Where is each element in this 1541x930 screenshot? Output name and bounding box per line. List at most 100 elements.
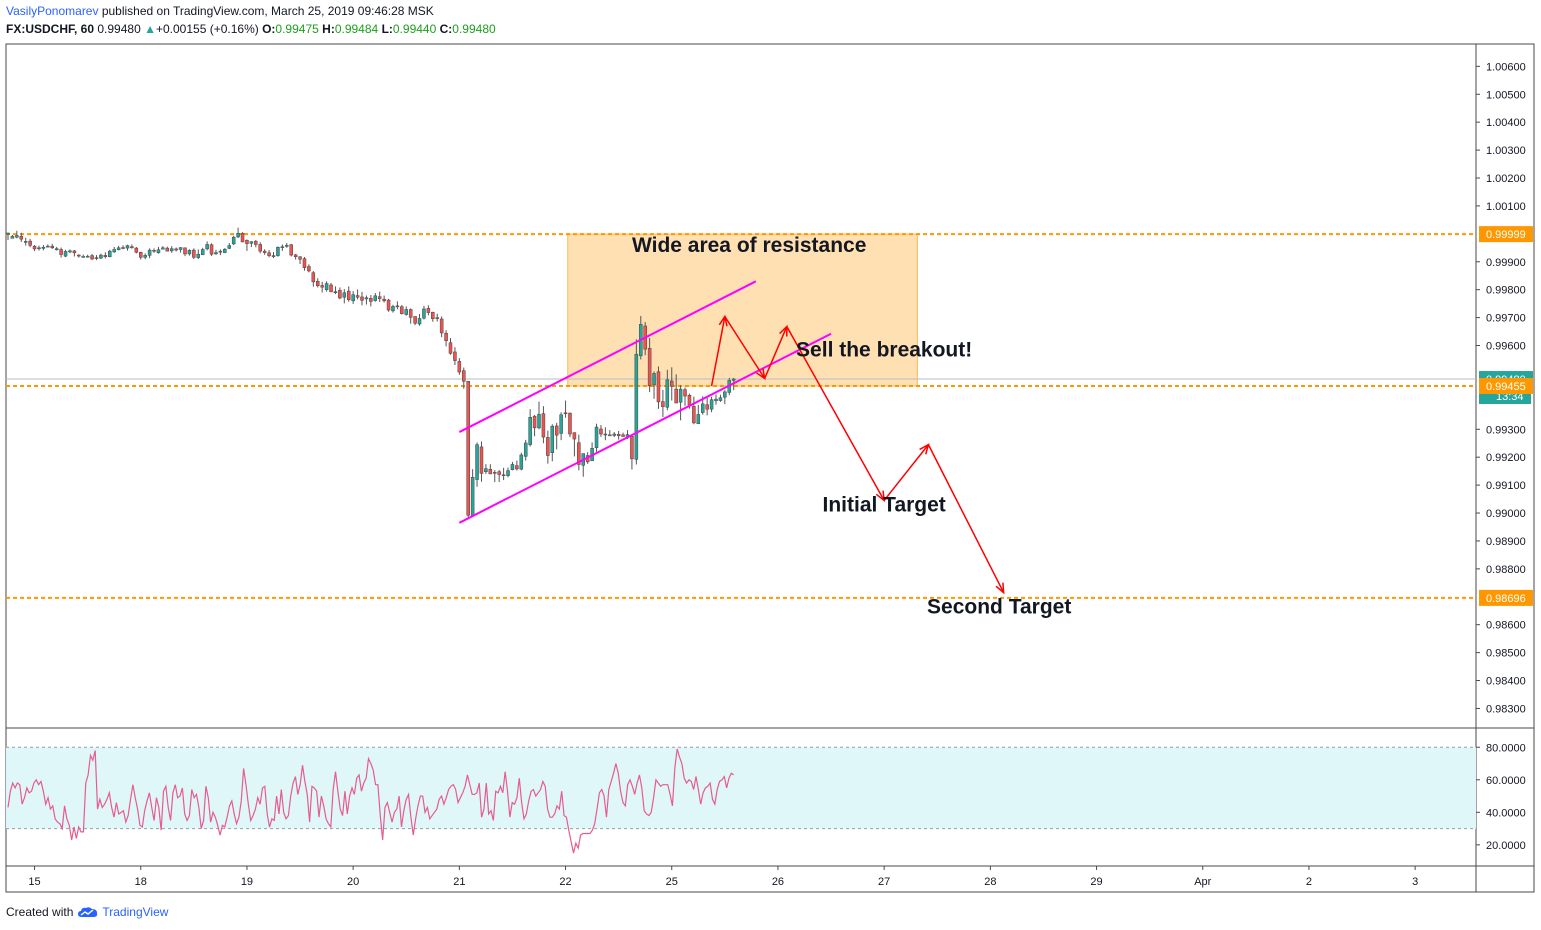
candle-body xyxy=(324,283,329,290)
price-tick-label: 0.99200 xyxy=(1486,452,1526,464)
candle-body xyxy=(718,397,723,401)
rsi-tick-label: 20.0000 xyxy=(1486,840,1526,852)
candle-body xyxy=(134,247,139,253)
candle-body xyxy=(661,401,665,407)
candle-body xyxy=(537,413,541,429)
candle-body xyxy=(139,252,143,258)
candle-body xyxy=(94,257,99,259)
price-tick-label: 0.98600 xyxy=(1486,620,1526,632)
price-chart[interactable]: 1.00600 1.00500 1.00400 1.00300 1.00200 1.001… xyxy=(0,0,1541,900)
candle-body xyxy=(329,284,333,293)
candle-body xyxy=(346,290,351,300)
candle-body xyxy=(723,391,727,398)
time-tick-label: 20 xyxy=(347,876,359,888)
channel-trendline[interactable] xyxy=(458,280,757,433)
candle-body xyxy=(696,414,701,424)
candle-body xyxy=(183,247,187,255)
price-tick-label: 0.98500 xyxy=(1486,648,1526,660)
candle-body xyxy=(196,253,201,258)
candle-body xyxy=(46,245,50,248)
low-value: 0.99440 xyxy=(392,22,437,36)
open-label: O: xyxy=(262,22,276,36)
candle-body xyxy=(285,245,289,247)
close-label: C: xyxy=(439,22,453,36)
candle-body xyxy=(608,434,612,437)
high-label: H: xyxy=(322,22,335,36)
candle-body xyxy=(369,298,373,302)
candle-body xyxy=(254,241,258,245)
price-tick-label: 0.98400 xyxy=(1486,676,1526,688)
candle-body xyxy=(413,316,417,324)
candle-body xyxy=(307,266,311,272)
projection-arrow-segment[interactable] xyxy=(786,326,885,501)
projection-arrow-segment[interactable] xyxy=(724,316,766,379)
tradingview-cloud-icon xyxy=(78,907,98,917)
candle-body xyxy=(209,244,214,255)
candle-body xyxy=(541,413,546,438)
channel-trendline[interactable] xyxy=(458,332,832,524)
projection-arrow-segment[interactable] xyxy=(763,326,788,379)
candle-body xyxy=(169,248,174,252)
candle-body xyxy=(50,245,54,249)
candle-body xyxy=(68,250,72,253)
candle-body xyxy=(302,258,307,268)
second-target-text: Second Target xyxy=(927,596,1071,619)
price-tick-label: 1.00500 xyxy=(1486,89,1526,101)
candle-body xyxy=(546,437,550,456)
candle-body xyxy=(165,247,170,252)
candle-body xyxy=(236,233,240,238)
candle-body xyxy=(493,472,497,474)
resistance-price-tag-label: 0.99999 xyxy=(1486,229,1526,241)
candle-body xyxy=(240,233,245,243)
candle-body xyxy=(218,250,223,253)
time-tick-label: 18 xyxy=(135,876,147,888)
open-value: 0.99475 xyxy=(275,22,319,36)
candle-body xyxy=(130,246,134,249)
candle-body xyxy=(271,255,276,257)
candle-body xyxy=(156,249,161,254)
time-tick-label: 28 xyxy=(984,876,996,888)
candle-body xyxy=(528,417,532,445)
rsi-line[interactable] xyxy=(7,748,735,854)
candle-body xyxy=(103,255,108,257)
candle-body xyxy=(599,428,603,435)
candle-body xyxy=(333,291,338,294)
candle-body xyxy=(692,406,696,424)
candle-body xyxy=(444,332,448,342)
chart-frame xyxy=(5,43,1535,893)
projection-arrow-segment[interactable] xyxy=(710,316,726,387)
candle-body xyxy=(665,379,670,408)
initial-target-text: Initial Target xyxy=(823,494,946,517)
candle-body xyxy=(90,255,94,260)
price-tick-label: 1.00600 xyxy=(1486,61,1526,73)
author-link[interactable]: VasilyPonomarev xyxy=(6,4,99,18)
candle-body xyxy=(709,399,714,410)
symbol-name[interactable]: FX:USDCHF, 60 xyxy=(6,22,95,36)
candle-body xyxy=(678,388,683,403)
resistance-zone[interactable] xyxy=(567,233,918,387)
candle-body xyxy=(515,465,519,470)
candle-body xyxy=(448,342,453,354)
candle-body xyxy=(577,442,581,465)
candle-body xyxy=(342,292,347,298)
candle-body xyxy=(187,250,192,255)
publish-info: VasilyPonomarev published on TradingView… xyxy=(6,4,434,18)
price-tick-label: 0.99100 xyxy=(1486,480,1526,492)
candle-body xyxy=(630,436,634,460)
close-value: 0.99480 xyxy=(452,22,496,36)
countdown-label: 13:34 xyxy=(1496,391,1524,403)
candle-body xyxy=(404,309,408,315)
candle-body xyxy=(143,255,147,258)
candle-body xyxy=(497,471,501,475)
projection-arrow-segment[interactable] xyxy=(927,444,1005,593)
candle-body xyxy=(23,241,28,243)
price-tick-label: 1.00100 xyxy=(1486,201,1526,213)
time-tick-label: 22 xyxy=(559,876,571,888)
candle-body xyxy=(77,254,81,257)
symbol-legend: FX:USDCHF, 60 0.99480 ▲+0.00155 (+0.16%)… xyxy=(6,22,496,36)
candle-body xyxy=(99,254,103,259)
candle-body xyxy=(519,454,524,470)
resistance-zone-text: Wide area of resistance xyxy=(632,234,866,257)
tradingview-logo[interactable]: TradingView xyxy=(77,905,168,919)
projection-arrow-segment[interactable] xyxy=(883,444,929,501)
